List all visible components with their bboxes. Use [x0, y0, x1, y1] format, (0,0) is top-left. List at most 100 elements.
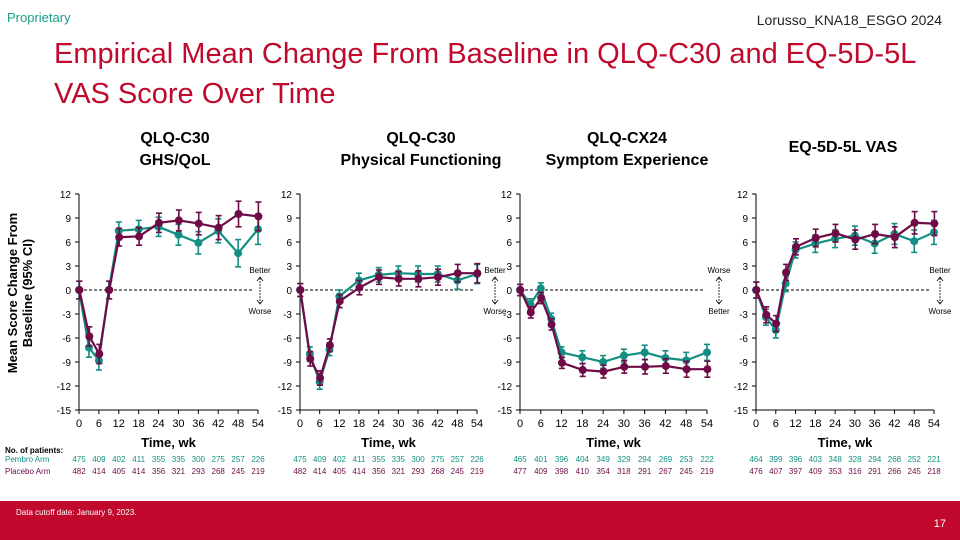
- patients-count: 356: [372, 467, 386, 476]
- data-point: [316, 374, 325, 382]
- x-tick-label: 30: [849, 418, 861, 430]
- x-tick-label: 30: [392, 418, 404, 430]
- data-point: [620, 362, 629, 371]
- patients-count: 407: [769, 467, 783, 476]
- data-point: [640, 348, 649, 357]
- chart-title-line: QLQ-C30: [140, 130, 209, 147]
- data-point: [851, 235, 860, 244]
- patients-count: 226: [470, 455, 484, 464]
- data-point: [394, 274, 403, 283]
- data-point: [135, 232, 144, 241]
- x-axis-title: Time, wk: [361, 435, 416, 450]
- patients-count: 318: [617, 467, 631, 476]
- x-tick-label: 12: [113, 418, 125, 430]
- patients-count: 405: [112, 467, 126, 476]
- y-tick-label: -12: [57, 382, 72, 393]
- y-tick-label: -3: [283, 310, 292, 321]
- data-point: [115, 233, 124, 242]
- patients-count: 464: [749, 455, 763, 464]
- patients-count: 410: [576, 467, 590, 476]
- chart-title-line: Symptom Experience: [546, 152, 709, 169]
- presentation-reference: Lorusso_KNA18_ESGO 2024: [756, 12, 942, 28]
- x-tick-label: 24: [597, 418, 609, 430]
- x-tick-label: 6: [317, 418, 323, 430]
- x-tick-label: 30: [618, 418, 630, 430]
- series-placebo: [296, 262, 482, 387]
- data-point: [578, 353, 587, 362]
- patients-count: 398: [555, 467, 569, 476]
- x-tick-label: 0: [76, 418, 82, 430]
- direction-label-bottom: Worse: [249, 307, 273, 316]
- data-point: [194, 219, 203, 228]
- direction-arrow-down: [256, 299, 264, 305]
- patients-count: 328: [848, 455, 862, 464]
- patients-count: 465: [513, 455, 527, 464]
- direction-label-bottom: Worse: [929, 307, 953, 316]
- y-tick-label: 3: [286, 262, 292, 273]
- patients-count: 411: [132, 455, 145, 464]
- y-tick-label: 6: [742, 238, 748, 249]
- data-point: [871, 230, 880, 238]
- data-point: [682, 356, 691, 365]
- y-tick-label: -9: [503, 358, 512, 369]
- data-point: [762, 310, 771, 319]
- x-tick-label: 48: [908, 418, 920, 430]
- data-point: [296, 286, 305, 294]
- direction-arrow-up: [256, 276, 264, 282]
- y-tick-label: 9: [742, 214, 748, 225]
- data-point: [105, 286, 114, 294]
- x-tick-label: 6: [96, 418, 102, 430]
- x-tick-label: 6: [538, 418, 544, 430]
- y-tick-label: -3: [739, 310, 748, 321]
- data-point: [254, 212, 263, 221]
- patients-count: 245: [231, 467, 245, 476]
- patients-count: 221: [927, 455, 941, 464]
- data-point: [578, 366, 587, 374]
- x-tick-label: 48: [451, 418, 463, 430]
- y-tick-label: 12: [737, 190, 749, 201]
- x-tick-label: 36: [412, 418, 424, 430]
- y-tick-label: 0: [286, 286, 292, 297]
- data-point: [536, 284, 545, 293]
- data-point: [355, 283, 364, 292]
- patients-count: 356: [152, 467, 166, 476]
- patients-count: 268: [212, 467, 226, 476]
- series-pembro: [516, 281, 711, 370]
- y-tick-label: -12: [278, 382, 293, 393]
- patients-count: 300: [192, 455, 206, 464]
- patients-count: 269: [659, 455, 673, 464]
- patients-count: 409: [313, 455, 327, 464]
- series-line: [299, 272, 478, 381]
- x-tick-label: 0: [517, 418, 523, 430]
- y-tick-label: -3: [62, 310, 71, 321]
- patients-count: 293: [411, 467, 425, 476]
- x-tick-label: 24: [829, 418, 841, 430]
- direction-arrow-down: [491, 299, 499, 305]
- y-tick-label: -12: [498, 382, 513, 393]
- patients-count: 316: [848, 467, 862, 476]
- x-tick-label: 36: [639, 418, 651, 430]
- patients-count: 219: [470, 467, 484, 476]
- patients-count: 222: [700, 455, 714, 464]
- x-tick-label: 42: [888, 418, 900, 430]
- direction-label-top: Better: [484, 266, 506, 275]
- patients-count: 321: [172, 467, 186, 476]
- x-tick-label: 42: [212, 418, 224, 430]
- x-tick-label: 18: [809, 418, 821, 430]
- x-tick-label: 36: [869, 418, 881, 430]
- x-tick-label: 42: [659, 418, 671, 430]
- y-tick-label: 9: [65, 214, 71, 225]
- data-point: [910, 237, 919, 246]
- patients-count: 414: [313, 467, 327, 476]
- patients-count: 321: [392, 467, 406, 476]
- patients-count: 482: [72, 467, 86, 476]
- patients-count: 405: [333, 467, 347, 476]
- direction-label-top: Better: [249, 266, 271, 275]
- patients-count: 414: [352, 467, 366, 476]
- data-point: [306, 354, 315, 363]
- y-tick-label: 6: [65, 238, 71, 249]
- series-pembro: [75, 213, 262, 371]
- x-tick-label: 18: [576, 418, 588, 430]
